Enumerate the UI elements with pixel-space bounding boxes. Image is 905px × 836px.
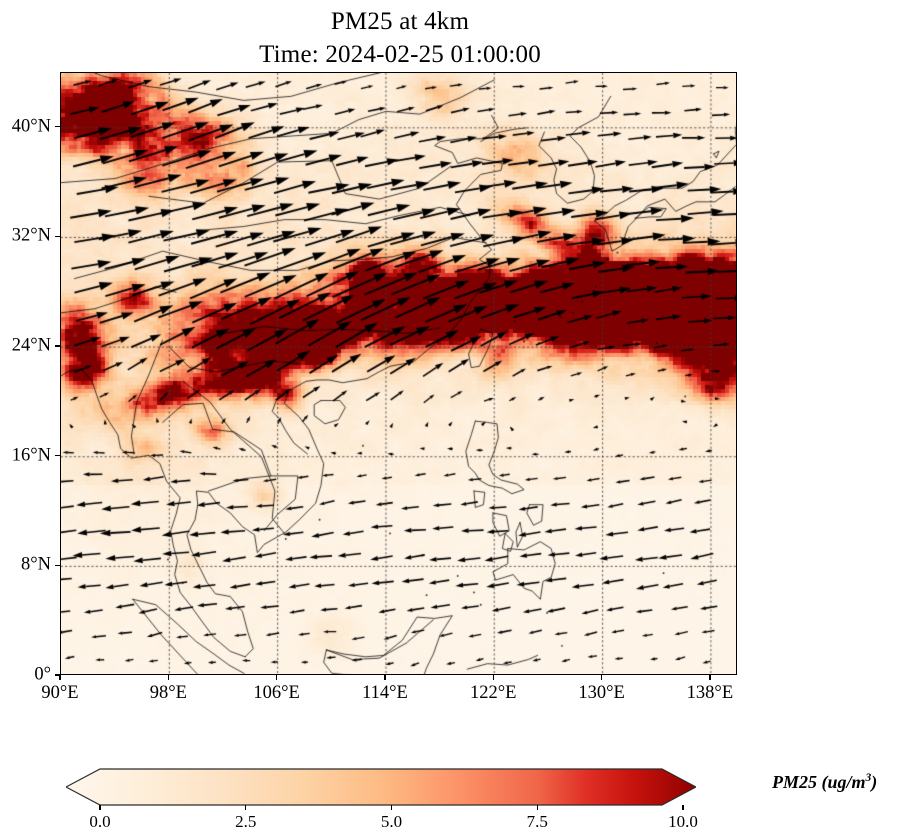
ytick-label: 0° <box>34 664 51 685</box>
colorbar-tick-label: 0.0 <box>89 812 111 831</box>
ytick-label: 40°N <box>11 116 51 137</box>
colorbar-label-exponent: 3 <box>865 772 872 784</box>
xtick-label: 130°E <box>578 683 625 703</box>
ytick-label: 24°N <box>11 335 51 356</box>
xtick-label: 114°E <box>362 683 408 703</box>
map-plot-area[interactable] <box>60 72 737 675</box>
title-line-variable: PM25 at 4km <box>330 8 470 35</box>
ytick-label: 8°N <box>20 554 51 575</box>
colorbar-tick-mark <box>99 805 101 810</box>
colorbar-label: PM25 (ug/m3) <box>772 772 877 793</box>
xtick-mark <box>709 675 711 680</box>
xtick-label: 106°E <box>253 683 300 703</box>
wind-vector-layer <box>61 73 736 674</box>
xtick-mark <box>384 675 386 680</box>
ytick-mark <box>55 674 60 676</box>
ytick-mark <box>55 455 60 457</box>
xtick-label: 98°E <box>149 683 187 703</box>
ytick-mark <box>55 126 60 128</box>
colorbar-tick-mark <box>390 805 393 810</box>
colorbar-tick-mark <box>682 805 684 810</box>
xtick-mark <box>275 675 278 680</box>
figure-title: PM25 at 4km Time: 2024-02-25 01:00:00 <box>0 6 800 71</box>
xtick-label: 122°E <box>470 683 517 703</box>
title-line-time: Time: 2024-02-25 01:00:00 <box>259 40 541 68</box>
colorbar-tick-label: 2.5 <box>235 812 257 831</box>
ytick-label: 32°N <box>11 225 51 246</box>
colorbar-tick-mark <box>245 805 247 810</box>
xtick-mark <box>492 675 494 680</box>
colorbar-tick-label: 5.0 <box>380 812 403 831</box>
xtick-mark <box>59 675 61 680</box>
colorbar-tick-label: 10.0 <box>668 812 698 831</box>
xtick-label: 138°E <box>686 683 734 703</box>
colorbar-label-tail: ) <box>871 772 878 792</box>
colorbar-gradient <box>66 768 696 806</box>
colorbar-label-text: PM25 (ug/m <box>772 772 866 792</box>
ytick-mark <box>55 345 60 347</box>
ytick-mark <box>55 564 60 566</box>
xtick-mark <box>600 675 603 680</box>
xtick-mark <box>167 675 169 680</box>
ytick-mark <box>55 235 60 238</box>
ytick-label: 16°N <box>11 445 51 466</box>
xtick-label: 90°E <box>41 683 79 703</box>
colorbar-tick-label: 7.5 <box>526 812 548 831</box>
colorbar-tick-mark <box>536 805 538 810</box>
